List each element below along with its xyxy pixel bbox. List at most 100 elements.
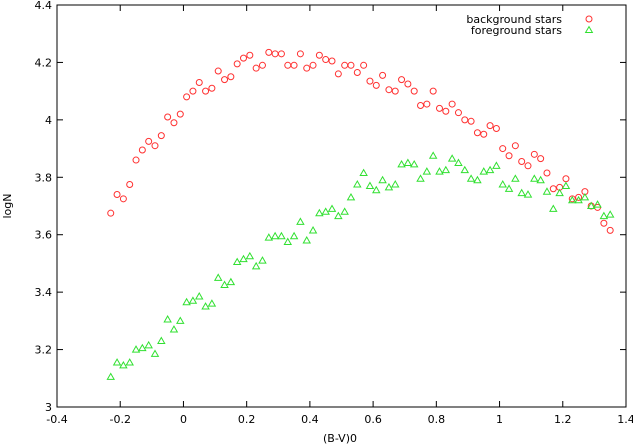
- background-star-point: [353, 68, 361, 76]
- background-star-point: [126, 180, 134, 188]
- foreground-star-point: [277, 231, 286, 240]
- background-star-point: [467, 117, 475, 125]
- foreground-star-point: [403, 158, 413, 166]
- foreground-star-point: [561, 181, 571, 189]
- foreground-star-point: [182, 297, 191, 306]
- background-star-point: [290, 61, 298, 69]
- axes: -0.4 -0.2 0 0.2 0.4 0.6 0.8 1 1.2 1.4 3 3.2 3.4 3.6 3.…: [35, 0, 633, 426]
- foreground-star-point: [586, 201, 596, 210]
- background-star-point: [119, 195, 127, 203]
- foreground-star-point: [270, 231, 280, 240]
- y-tick-label: 3: [45, 401, 52, 414]
- foreground-star-point: [378, 175, 387, 184]
- background-star-point: [252, 64, 260, 72]
- x-axis-label: (B-V)0: [323, 432, 357, 445]
- background-star-point: [113, 191, 121, 199]
- foreground-star-point: [163, 315, 172, 323]
- background-star-point: [334, 70, 342, 78]
- foreground-star-point: [416, 174, 425, 182]
- foreground-star-point: [397, 159, 406, 168]
- background-star-point: [499, 145, 507, 153]
- y-tick-label: 3.2: [35, 344, 53, 357]
- foreground-star-point: [150, 349, 160, 357]
- foreground-star-point: [239, 254, 248, 263]
- background-star-point: [240, 54, 248, 62]
- foreground-star-point: [131, 345, 141, 353]
- foreground-star-point: [251, 261, 261, 270]
- background-star-point: [151, 142, 159, 150]
- x-tick-label: -0.2: [109, 413, 130, 426]
- legend-label-foreground-stars: foreground stars: [471, 24, 562, 37]
- background-star-point: [322, 56, 330, 64]
- foreground-star-point: [479, 167, 489, 175]
- background-star-point: [562, 175, 570, 183]
- background-star-point: [360, 61, 368, 69]
- background-star-point: [309, 61, 317, 69]
- background-star-point: [549, 185, 557, 193]
- background-star-point: [208, 84, 216, 92]
- background-star-point: [461, 116, 469, 124]
- background-star-point: [435, 104, 443, 112]
- background-star-point: [271, 50, 279, 58]
- background-star-point: [277, 50, 285, 58]
- foreground-star-point: [220, 280, 229, 289]
- foreground-star-point: [567, 195, 577, 204]
- foreground-star-point: [574, 195, 583, 204]
- legend: background stars foreground stars: [466, 13, 594, 37]
- background-star-point: [385, 86, 393, 94]
- foreground-star-point: [599, 211, 609, 220]
- background-star-point: [480, 130, 488, 138]
- background-star-point: [347, 61, 355, 69]
- x-tick-label: 0.6: [364, 413, 382, 426]
- foreground-star-point: [428, 151, 438, 159]
- foreground-star-point: [441, 165, 451, 174]
- foreground-star-point: [454, 158, 463, 166]
- background-star-point: [537, 155, 545, 163]
- legend-marker-foreground-stars: [584, 25, 594, 34]
- foreground-star-point: [511, 174, 520, 182]
- background-star-point: [505, 152, 513, 160]
- background-star-point: [202, 87, 210, 95]
- y-tick-label: 3.4: [35, 286, 53, 299]
- foreground-star-point: [340, 207, 349, 215]
- background-star-point: [524, 162, 532, 170]
- foreground-star-point: [485, 165, 495, 174]
- x-tick-label: 0.2: [238, 413, 256, 426]
- foreground-star-point: [106, 372, 116, 380]
- foreground-star-point: [504, 184, 514, 192]
- foreground-star-point: [346, 192, 356, 201]
- background-star-point: [227, 73, 235, 81]
- foreground-star-point: [264, 233, 274, 241]
- foreground-star-point: [422, 167, 432, 175]
- series-background-stars: [107, 48, 614, 234]
- background-star-point: [170, 119, 178, 127]
- background-star-point: [454, 109, 462, 117]
- background-star-point: [189, 87, 197, 95]
- foreground-star-point: [315, 208, 324, 217]
- foreground-star-point: [605, 210, 615, 218]
- background-star-point: [448, 100, 456, 108]
- x-tick-label: 0.8: [428, 413, 446, 426]
- background-star-point: [398, 76, 406, 84]
- foreground-star-point: [112, 358, 122, 366]
- foreground-star-point: [536, 175, 545, 184]
- foreground-star-point: [226, 277, 236, 286]
- background-star-point: [473, 129, 481, 137]
- background-star-point: [132, 156, 140, 164]
- data-points: [106, 48, 615, 380]
- foreground-star-point: [213, 273, 223, 281]
- background-star-point: [568, 195, 576, 203]
- y-tick-label: 4: [45, 114, 52, 127]
- foreground-star-point: [169, 325, 179, 333]
- series-foreground-stars: [106, 151, 615, 380]
- foreground-star-point: [144, 340, 153, 349]
- foreground-star-point: [353, 180, 362, 188]
- x-tick-label: 1.2: [554, 413, 572, 426]
- foreground-star-point: [530, 174, 539, 182]
- background-star-point: [246, 51, 254, 59]
- y-tick-label: 3.8: [35, 171, 53, 184]
- foreground-star-point: [119, 360, 128, 369]
- foreground-star-point: [555, 188, 564, 197]
- foreground-star-point: [593, 200, 602, 208]
